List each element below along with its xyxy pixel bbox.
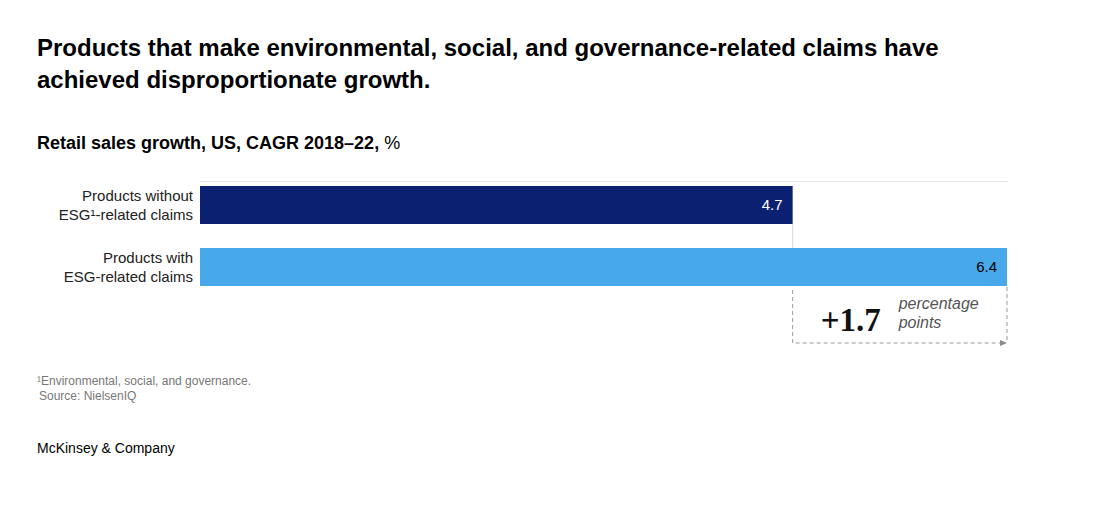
brand: McKinsey & Company	[37, 440, 175, 456]
data-label: 4.7	[762, 196, 783, 213]
bars	[200, 186, 1007, 286]
y-tick: Products withoutESG¹-related claims	[59, 187, 200, 223]
bar	[200, 248, 1007, 286]
source: Source: NielsenIQ	[39, 389, 136, 403]
annotation: +1.7 percentagepoints	[793, 224, 1007, 346]
footnote: ¹Environmental, social, and governance.	[37, 374, 251, 388]
y-axis: Products withoutESG¹-related claims Produ…	[59, 187, 200, 285]
annotation-value: +1.7	[821, 302, 881, 338]
connector	[792, 224, 793, 248]
subtitle-unit: %	[384, 133, 400, 153]
data-label: 6.4	[976, 258, 997, 275]
bar	[200, 186, 793, 224]
arrowhead	[1000, 340, 1007, 346]
category-label: Products withESG-related claims	[64, 249, 193, 285]
annotation-bracket	[793, 287, 1007, 343]
annotation-text: percentagepoints	[898, 295, 979, 331]
data-labels: 4.7 6.4	[762, 196, 997, 275]
x-axis-line	[201, 181, 1008, 182]
x-axis	[201, 181, 1008, 182]
category-label: Products withoutESG¹-related claims	[59, 187, 194, 223]
subtitle: Retail sales growth, US, CAGR 2018–22,%	[37, 133, 400, 153]
subtitle-text: Retail sales growth, US, CAGR 2018–22,	[37, 133, 379, 153]
title: Products that make environmental, social…	[37, 34, 939, 93]
y-tick: Products withESG-related claims	[64, 249, 200, 285]
